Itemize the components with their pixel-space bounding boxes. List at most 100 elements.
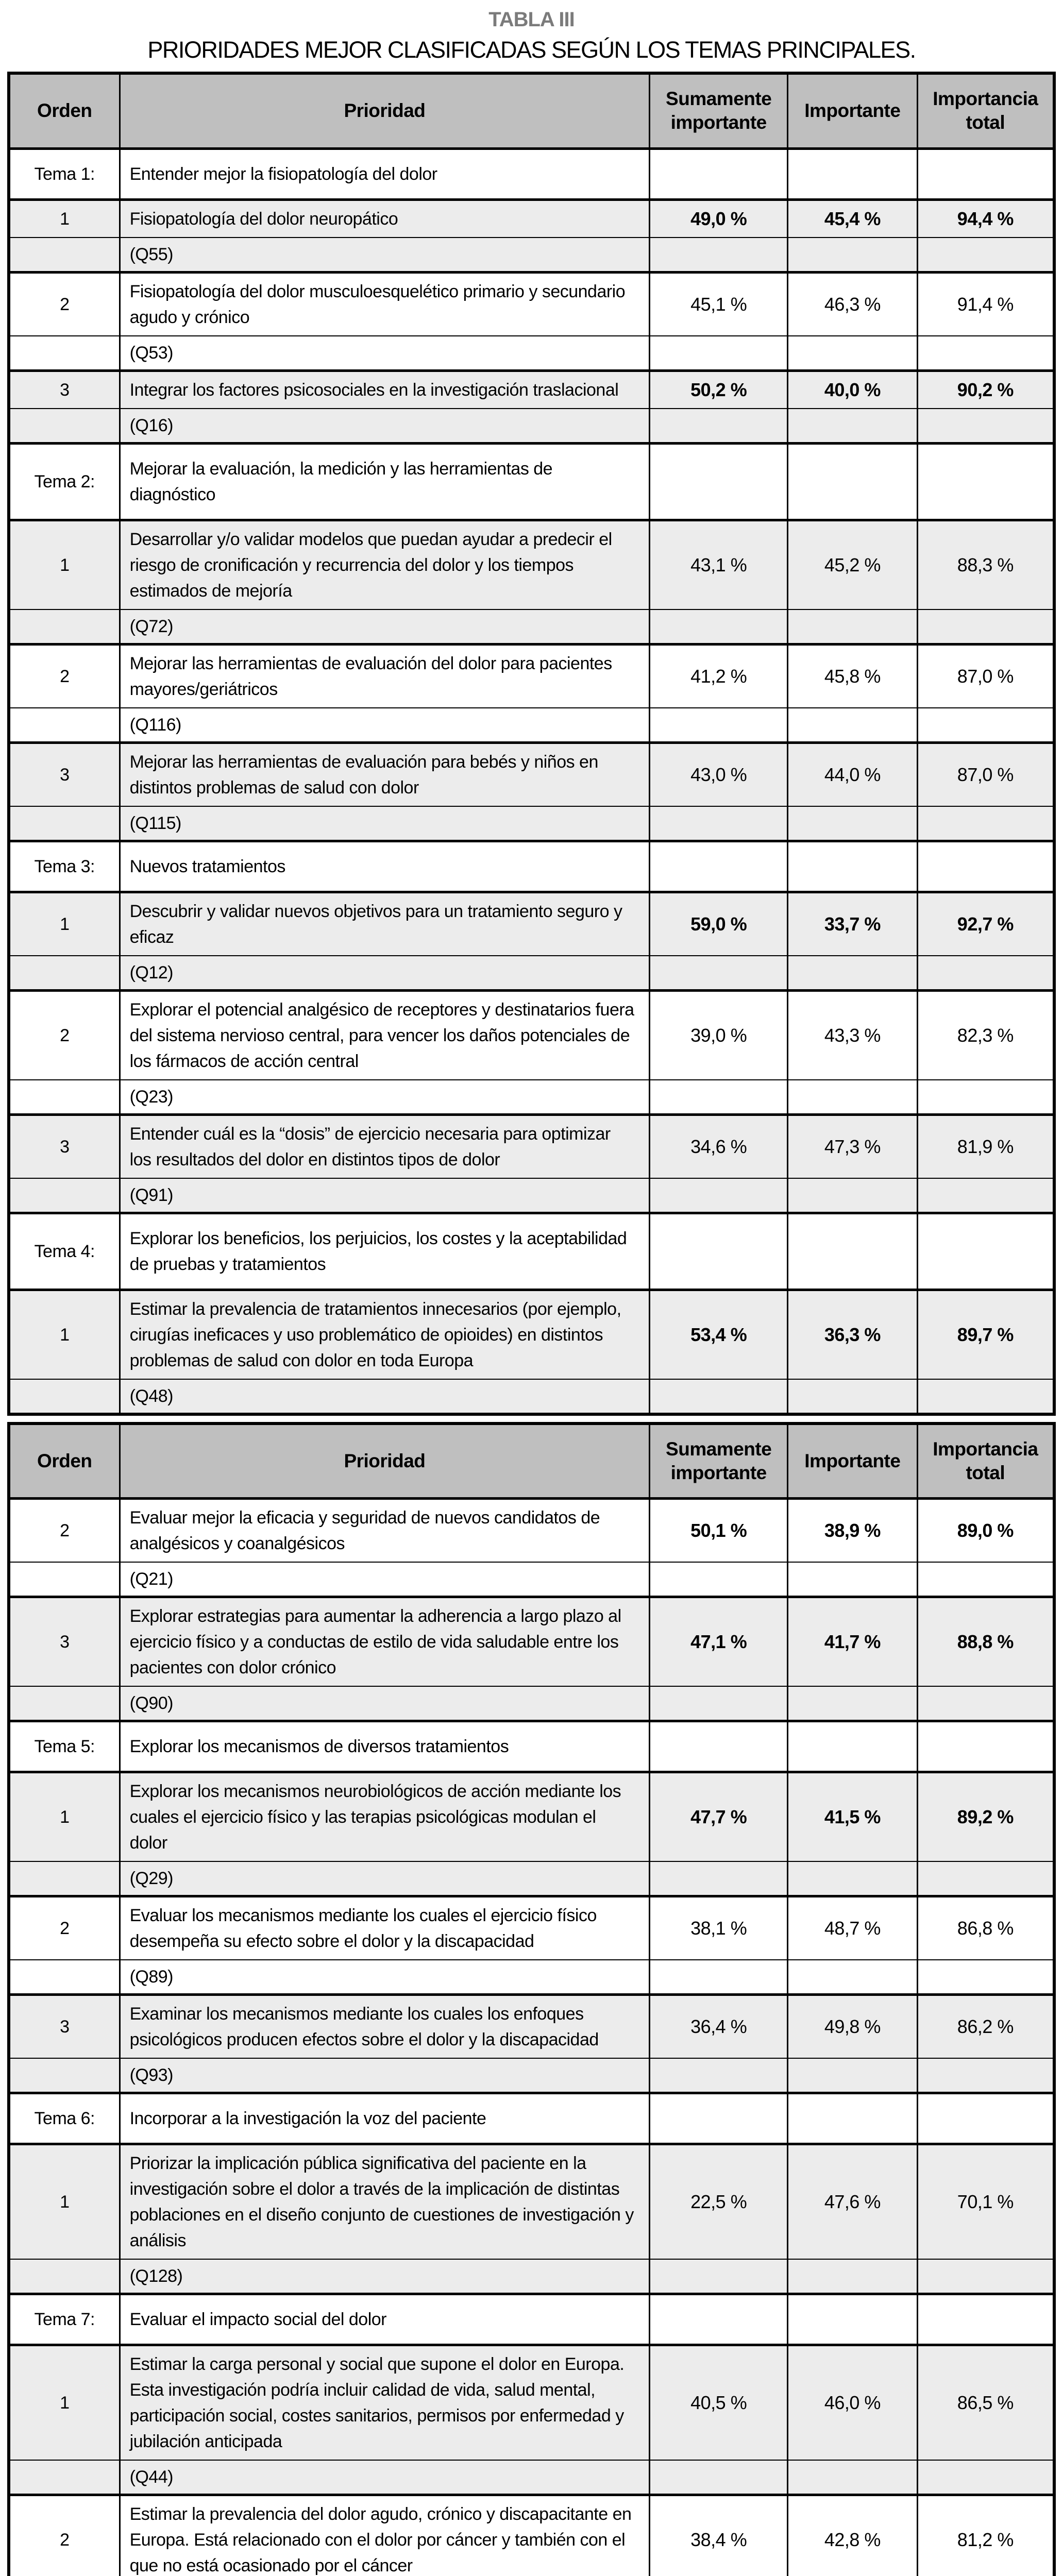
- importante-cell: 38,9 %: [787, 1497, 918, 1562]
- orden-cell: [9, 608, 120, 644]
- importancia-total-cell: [916, 1378, 1054, 1414]
- orden-cell: 3: [9, 741, 120, 806]
- sumamente-importante-cell: 40,5 %: [649, 2344, 788, 2460]
- sumamente-importante-cell: 49,0 %: [649, 198, 788, 238]
- importante-cell: [787, 2293, 918, 2345]
- prioridad-cell: Explorar los mecanismos de diversos trat…: [119, 1720, 650, 1772]
- priority-row: 3 Integrar los factores psicosociales en …: [9, 369, 1054, 409]
- importancia-total-cell: 92,7 %: [916, 890, 1054, 956]
- prioridad-cell: Integrar los factores psicosociales en l…: [119, 369, 650, 409]
- sumamente-importante-cell: [649, 1720, 788, 1772]
- question-code-row: (Q89): [9, 1959, 1054, 1995]
- sumamente-importante-cell: [649, 707, 788, 742]
- orden-cell: [9, 2058, 120, 2093]
- importancia-total-cell: 86,8 %: [916, 1895, 1054, 1960]
- importancia-total-cell: 88,8 %: [916, 1596, 1054, 1686]
- sumamente-importante-cell: [649, 1562, 788, 1597]
- prioridad-cell: (Q116): [119, 707, 650, 742]
- importancia-total-cell: 70,1 %: [916, 2143, 1054, 2259]
- question-code-row: (Q16): [9, 408, 1054, 443]
- importancia-total-cell: 81,9 %: [916, 1113, 1054, 1178]
- importancia-total-cell: 87,0 %: [916, 642, 1054, 708]
- prioridad-cell: Fisiopatología del dolor neuropático: [119, 198, 650, 238]
- prioridad-cell: Fisiopatología del dolor musculoesquelét…: [119, 270, 650, 336]
- question-code-row: (Q55): [9, 236, 1054, 272]
- col-header-importancia-total: Importancia total: [916, 73, 1054, 150]
- orden-cell: [9, 805, 120, 841]
- importancia-total-cell: [916, 1959, 1054, 1995]
- importancia-total-cell: 91,4 %: [916, 270, 1054, 336]
- priority-row: 2 Explorar el potencial analgésico de rec…: [9, 989, 1054, 1080]
- sumamente-importante-cell: 22,5 %: [649, 2143, 788, 2259]
- orden-cell: Tema 2:: [9, 442, 120, 520]
- sumamente-importante-cell: 45,1 %: [649, 270, 788, 336]
- orden-cell: [9, 236, 120, 272]
- orden-cell: 1: [9, 518, 120, 609]
- importancia-total-cell: [916, 1211, 1054, 1290]
- prioridad-cell: (Q72): [119, 608, 650, 644]
- prioridad-cell: Evaluar mejor la eficacia y seguridad de…: [119, 1497, 650, 1562]
- orden-cell: 3: [9, 1993, 120, 2058]
- importancia-total-cell: 82,3 %: [916, 989, 1054, 1080]
- importante-cell: [787, 608, 918, 644]
- importante-cell: [787, 2259, 918, 2294]
- prioridad-cell: Estimar la prevalencia de tratamientos i…: [119, 1288, 650, 1379]
- tema-row: Tema 5: Explorar los mecanismos de divers…: [9, 1720, 1054, 1772]
- sumamente-importante-cell: [649, 1211, 788, 1290]
- importante-cell: 45,2 %: [787, 518, 918, 609]
- orden-cell: [9, 1378, 120, 1414]
- col-header-orden: Orden: [9, 73, 120, 150]
- question-code-row: (Q90): [9, 1686, 1054, 1721]
- importancia-total-cell: [916, 236, 1054, 272]
- importante-cell: 45,8 %: [787, 642, 918, 708]
- sumamente-importante-cell: 41,2 %: [649, 642, 788, 708]
- prioridad-cell: (Q48): [119, 1378, 650, 1414]
- prioridad-cell: (Q21): [119, 1562, 650, 1597]
- prioridad-cell: (Q115): [119, 805, 650, 841]
- sumamente-importante-cell: [649, 1378, 788, 1414]
- orden-cell: Tema 5:: [9, 1720, 120, 1772]
- sumamente-importante-cell: 47,7 %: [649, 1771, 788, 1861]
- importante-cell: 43,3 %: [787, 989, 918, 1080]
- prioridad-cell: (Q89): [119, 1959, 650, 1995]
- importante-cell: [787, 1959, 918, 1995]
- prioridad-cell: (Q16): [119, 408, 650, 443]
- importante-cell: [787, 805, 918, 841]
- importante-cell: 49,8 %: [787, 1993, 918, 2058]
- importancia-total-cell: 86,5 %: [916, 2344, 1054, 2460]
- question-code-row: (Q91): [9, 1177, 1054, 1213]
- sumamente-importante-cell: [649, 1861, 788, 1896]
- tema-row: Tema 3: Nuevos tratamientos: [9, 839, 1054, 892]
- prioridad-cell: (Q29): [119, 1861, 650, 1896]
- importancia-total-cell: [916, 955, 1054, 990]
- importante-cell: [787, 2460, 918, 2495]
- importante-cell: 41,5 %: [787, 1771, 918, 1861]
- col-header-sumamente-importante: Sumamente importante: [649, 1423, 788, 1500]
- sumamente-importante-cell: [649, 1959, 788, 1995]
- orden-cell: Tema 1:: [9, 147, 120, 199]
- importante-cell: [787, 236, 918, 272]
- table-subtitle: PRIORIDADES MEJOR CLASIFICADAS SEGÚN LOS…: [147, 37, 916, 63]
- priority-row: 2 Fisiopatología del dolor musculoesquelé…: [9, 270, 1054, 336]
- importante-cell: 44,0 %: [787, 741, 918, 806]
- importancia-total-cell: [916, 707, 1054, 742]
- importante-cell: [787, 1720, 918, 1772]
- prioridad-cell: (Q55): [119, 236, 650, 272]
- importante-cell: [787, 1378, 918, 1414]
- orden-cell: 2: [9, 2494, 120, 2576]
- sumamente-importante-cell: [649, 608, 788, 644]
- importante-cell: 41,7 %: [787, 1596, 918, 1686]
- col-header-importancia-total: Importancia total: [916, 1423, 1054, 1500]
- importancia-total-cell: 88,3 %: [916, 518, 1054, 609]
- importancia-total-cell: 94,4 %: [916, 198, 1054, 238]
- importante-cell: 47,3 %: [787, 1113, 918, 1178]
- prioridad-cell: Mejorar las herramientas de evaluación d…: [119, 642, 650, 708]
- prioridad-cell: (Q91): [119, 1177, 650, 1213]
- importancia-total-cell: 81,2 %: [916, 2494, 1054, 2576]
- question-code-row: (Q93): [9, 2058, 1054, 2093]
- prioridad-cell: Incorporar a la investigación la voz del…: [119, 2092, 650, 2144]
- sumamente-importante-cell: [649, 442, 788, 520]
- prioridad-cell: (Q44): [119, 2460, 650, 2495]
- importancia-total-cell: 87,0 %: [916, 741, 1054, 806]
